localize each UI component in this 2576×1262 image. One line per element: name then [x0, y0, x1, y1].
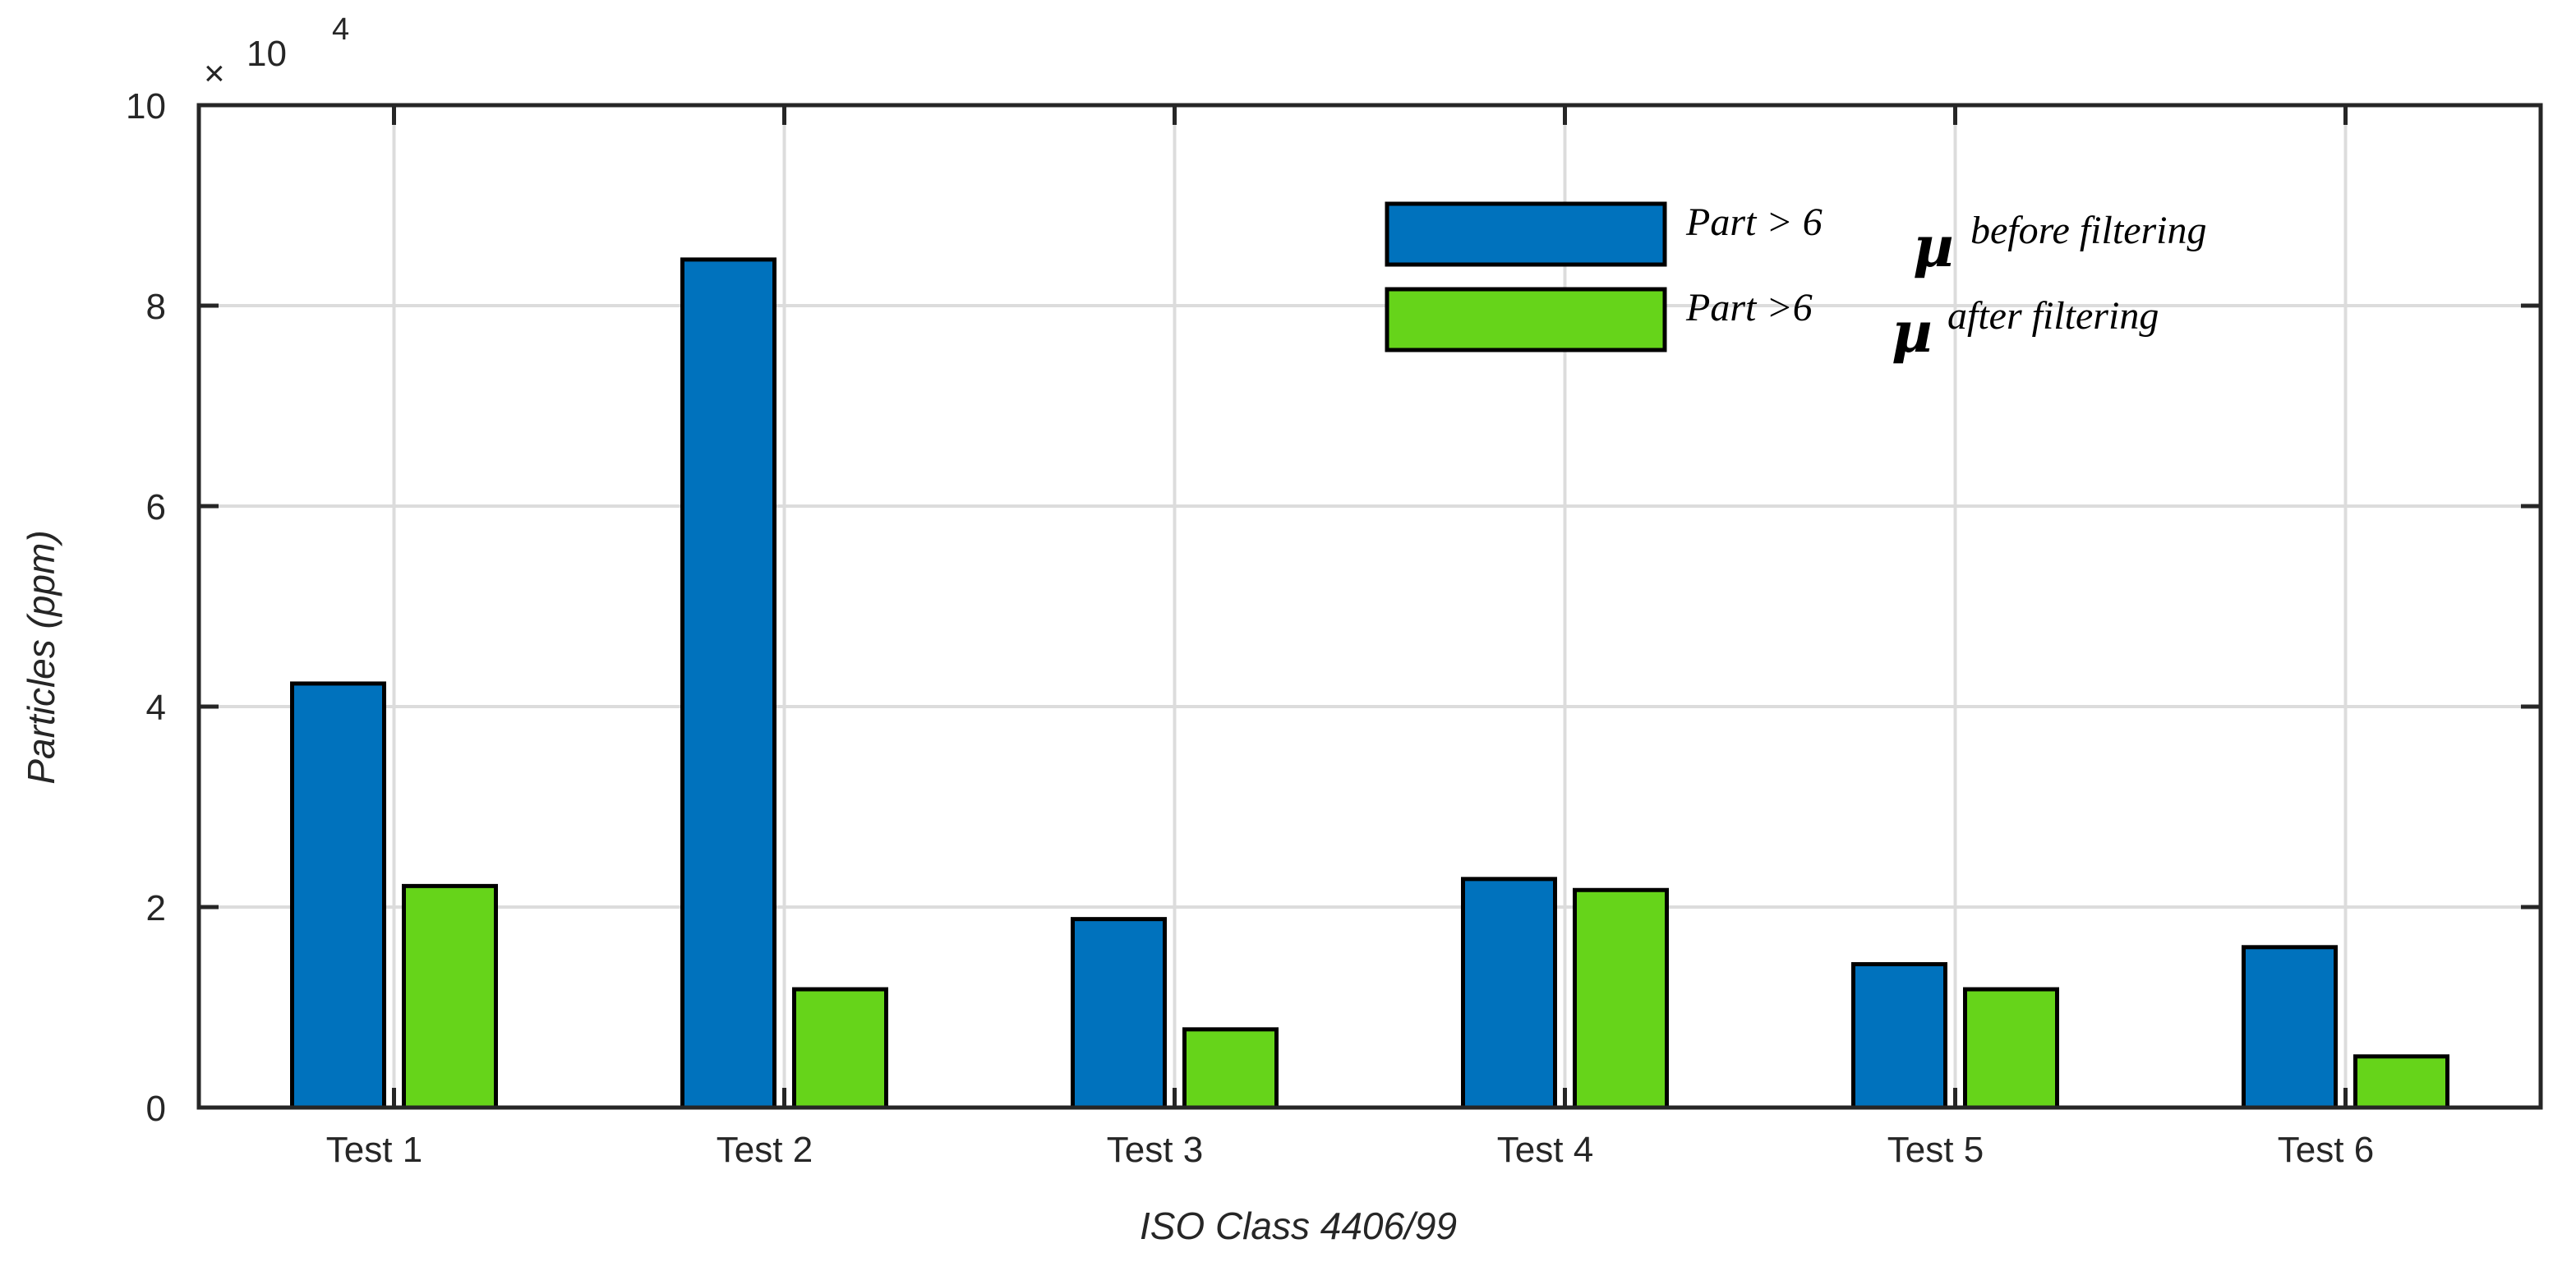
axis-ticks: [199, 103, 2541, 1110]
legend-mu-symbol-before: µ: [1913, 214, 1954, 280]
legend-label-before-suffix: before filtering: [1970, 209, 2207, 252]
x-tick-label: Test 4: [1497, 1130, 1593, 1170]
multiplier-exponent: 4: [332, 12, 349, 47]
legend: Part > 6 µ before filtering Part >6 µ af…: [1385, 200, 2207, 366]
bar-before-filtering: [1851, 962, 1947, 1110]
multiplier-base: 10: [247, 34, 287, 74]
bar-before-filtering: [290, 681, 386, 1110]
y-axis-label: Particles (ppm): [20, 530, 62, 784]
legend-label-before-prefix: Part > 6: [1685, 200, 1823, 244]
bars: [290, 257, 2449, 1110]
y-axis-multiplier: × 10 4: [204, 12, 349, 94]
legend-label-after-suffix: after filtering: [1947, 294, 2159, 338]
legend-swatch-before: [1385, 201, 1667, 267]
legend-mu-symbol-after: µ: [1892, 300, 1933, 366]
bar-before-filtering: [680, 257, 776, 1110]
bar-after-filtering: [402, 883, 498, 1110]
bar-after-filtering: [792, 987, 888, 1110]
y-tick-label: 0: [146, 1089, 166, 1129]
bar-before-filtering: [1071, 917, 1167, 1110]
x-tick-label: Test 3: [1107, 1130, 1203, 1170]
bar-after-filtering: [2353, 1054, 2449, 1110]
bar-after-filtering: [1182, 1027, 1279, 1110]
y-tick-label: 4: [146, 688, 166, 728]
y-tick-labels: 0 2 4 6 8 10: [126, 86, 166, 1129]
y-tick-label: 10: [126, 86, 166, 127]
legend-label-after-prefix: Part >6: [1685, 286, 1813, 329]
x-tick-label: Test 6: [2278, 1130, 2374, 1170]
x-axis-label: ISO Class 4406/99: [1140, 1204, 1457, 1247]
x-tick-label: Test 5: [1887, 1130, 1984, 1170]
plot-area-frame: [196, 103, 2543, 1110]
bar-before-filtering: [1461, 877, 1557, 1110]
y-tick-label: 6: [146, 487, 166, 527]
bar-after-filtering: [1963, 987, 2059, 1110]
multiplier-sign: ×: [204, 53, 225, 94]
x-tick-label: Test 1: [326, 1130, 422, 1170]
y-tick-label: 2: [146, 888, 166, 928]
x-tick-labels: Test 1 Test 2 Test 3 Test 4 Test 5 Test 6: [326, 1130, 2374, 1170]
y-tick-label: 8: [146, 287, 166, 327]
bar-before-filtering: [2242, 945, 2338, 1110]
x-tick-label: Test 2: [717, 1130, 813, 1170]
bar-after-filtering: [1573, 887, 1669, 1110]
grid-lines: [199, 105, 2541, 1108]
legend-swatch-after: [1385, 287, 1667, 352]
